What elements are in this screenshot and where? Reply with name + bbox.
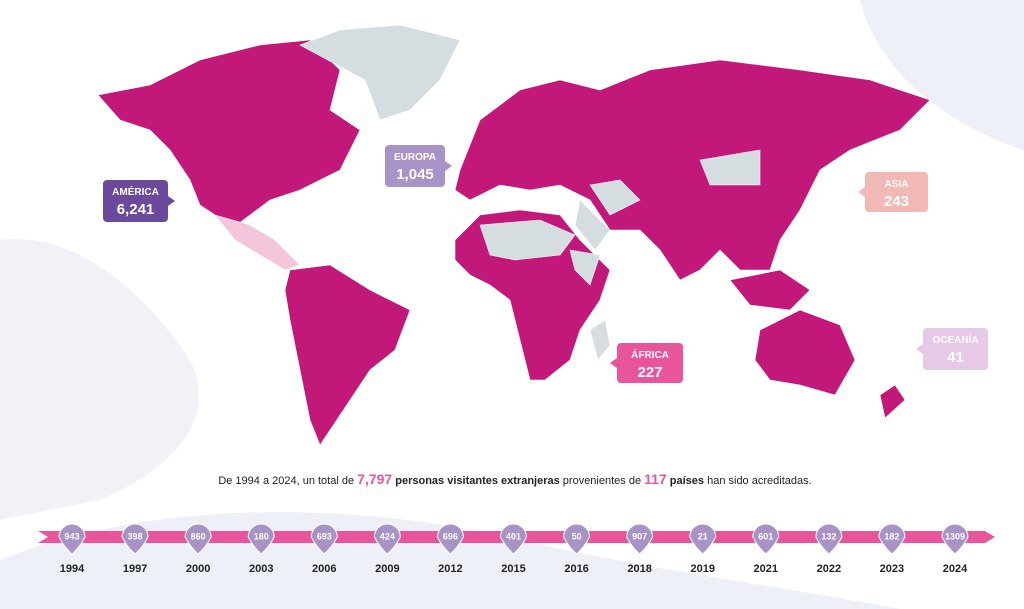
pin-shape: [499, 523, 528, 555]
pin-shape: [689, 523, 717, 555]
callout-pointer: [916, 344, 923, 354]
summary-text: provenientes de: [560, 475, 644, 487]
region-name: EUROPA: [394, 152, 436, 163]
year-label: 2024: [943, 563, 968, 575]
callout-box: [385, 145, 445, 187]
timeline-pin: 50 2016: [563, 523, 591, 575]
summary: De 1994 a 2024, un total de 7,797 person…: [218, 471, 811, 487]
region-name: AMÉRICA: [112, 185, 159, 198]
pin-shape: [247, 523, 275, 555]
region-callouts: AMÉRICA 6,241 EUROPA 1,045 ASIA 243 ÁFRICA 227 O…: [103, 145, 988, 383]
timeline-pin: 601 2021: [752, 523, 780, 575]
region-value: 227: [637, 364, 662, 381]
region-name: OCEANÍA: [932, 333, 978, 346]
timeline-pin: 21 2019: [689, 523, 717, 575]
pin-value: 601: [758, 531, 773, 541]
timeline-pin: 1309 2024: [941, 523, 969, 575]
summary-text: personas visitantes extranjeras: [392, 475, 560, 487]
summary-number: 117: [644, 471, 667, 487]
pin-value: 180: [254, 531, 269, 541]
pin-value: 696: [443, 531, 458, 541]
summary-text: han sido acreditadas.: [704, 475, 812, 487]
pin-value: 693: [317, 531, 332, 541]
pin-value: 1309: [945, 531, 965, 541]
callout-pointer: [858, 187, 865, 197]
timeline-pin: 398 1997: [121, 523, 149, 575]
pin-value: 943: [64, 531, 79, 541]
pin-shape: [752, 523, 780, 555]
region-value: 243: [884, 193, 909, 210]
year-label: 2015: [501, 563, 525, 575]
timeline-pin: 907 2018: [626, 523, 654, 575]
pin-shape: [941, 523, 969, 555]
summary-text: países: [667, 475, 704, 487]
pin-value: 398: [128, 531, 143, 541]
year-label: 1994: [60, 563, 85, 575]
year-label: 1997: [123, 563, 147, 575]
pin-value: 860: [191, 531, 206, 541]
pin-shape: [58, 523, 86, 555]
pin-value: 21: [698, 531, 708, 541]
pin-shape: [184, 523, 212, 555]
pin-shape: [878, 523, 906, 555]
region-value: 41: [947, 349, 964, 366]
timeline-pin: 943 1994: [58, 523, 86, 575]
pin-value: 132: [821, 531, 836, 541]
region-name: ASIA: [885, 179, 909, 190]
year-label: 2003: [249, 563, 273, 575]
callout-pointer: [610, 358, 617, 368]
pin-shape: [626, 523, 654, 555]
pin-value: 424: [380, 531, 395, 541]
world-map: [97, 24, 931, 446]
pin-shape: [121, 523, 149, 555]
timeline-pin: 424 2009: [373, 523, 401, 575]
pin-shape: [310, 523, 338, 555]
timeline-pin: 180 2003: [247, 523, 275, 575]
timeline-pin: 401 2015: [499, 523, 528, 575]
callout-box: [103, 180, 168, 222]
region-callout: EUROPA 1,045: [385, 145, 452, 187]
pin-shape: [563, 523, 591, 555]
callout-box: [865, 172, 928, 212]
year-label: 2023: [880, 563, 904, 575]
summary-number: 7,797: [357, 471, 392, 487]
callout-pointer: [168, 196, 175, 206]
timeline-pins: 943 1994 398 1997 860 2000 180 2003 693 2006 424 20…: [58, 523, 969, 575]
pin-shape: [436, 523, 464, 555]
summary-text: De 1994 a 2024, un total de: [218, 475, 357, 487]
pin-value: 50: [572, 531, 582, 541]
pin-shape: [815, 523, 843, 555]
timeline-pin: 696 2012: [436, 523, 464, 575]
region-callout: ÁFRICA 227: [610, 343, 683, 383]
region-callout: OCEANÍA 41: [916, 328, 988, 370]
pin-value: 401: [506, 531, 521, 541]
year-label: 2009: [375, 563, 399, 575]
pin-value: 907: [632, 531, 647, 541]
region-value: 6,241: [117, 201, 155, 218]
timeline-pin: 182 2023: [878, 523, 906, 575]
timeline-pin: 132 2022: [815, 523, 843, 575]
region-name: ÁFRICA: [631, 348, 669, 361]
year-label: 2006: [312, 563, 336, 575]
callout-pointer: [445, 161, 452, 171]
year-label: 2019: [690, 563, 714, 575]
year-label: 2012: [438, 563, 462, 575]
year-label: 2016: [564, 563, 588, 575]
year-label: 2000: [186, 563, 210, 575]
timeline-pin: 693 2006: [310, 523, 338, 575]
pin-shape: [373, 523, 401, 555]
timeline-pin: 860 2000: [184, 523, 212, 575]
year-label: 2018: [627, 563, 651, 575]
region-callout: ASIA 243: [858, 172, 928, 212]
region-callout: AMÉRICA 6,241: [103, 180, 175, 222]
region-value: 1,045: [396, 166, 434, 183]
callout-box: [923, 328, 988, 370]
pin-value: 182: [884, 531, 899, 541]
callout-box: [617, 343, 683, 383]
year-label: 2021: [754, 563, 778, 575]
year-label: 2022: [817, 563, 841, 575]
